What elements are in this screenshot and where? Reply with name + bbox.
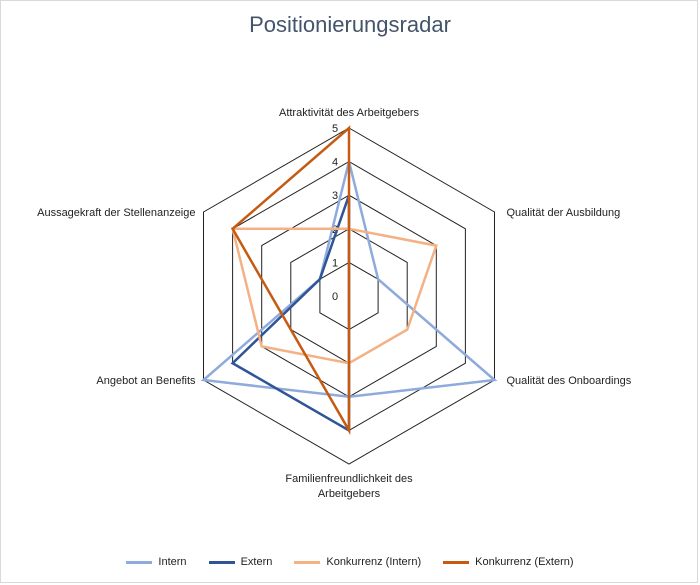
legend-swatch xyxy=(294,560,321,564)
legend-item: Konkurrenz (Extern) xyxy=(443,556,574,568)
axis-label: Qualität des Onboardings xyxy=(506,375,631,387)
tick-label: 4 xyxy=(332,157,338,169)
tick-label: 3 xyxy=(332,190,338,202)
legend: Intern Extern Konkurrenz (Intern) Konkurren… xyxy=(0,556,700,568)
series-line xyxy=(231,125,351,436)
legend-label: Extern xyxy=(240,556,273,568)
tick-label: 1 xyxy=(332,257,338,269)
tick-label: 0 xyxy=(332,291,338,303)
legend-item: Konkurrenz (Intern) xyxy=(294,556,421,568)
axis-label: Aussagekraft der Stellenanzeige xyxy=(37,207,195,219)
legend-item: Intern xyxy=(126,556,187,568)
tick-label: 5 xyxy=(332,123,338,135)
axis-label: Angebot an Benefits xyxy=(96,375,196,387)
axis-label: Familienfreundlichkeit des Arbeitgebers xyxy=(285,473,413,500)
legend-swatch xyxy=(208,560,235,564)
grid-ring xyxy=(203,127,495,465)
axis-label: Attraktivität des Arbeitgebers xyxy=(279,107,420,119)
legend-label: Konkurrenz (Intern) xyxy=(326,556,422,568)
legend-swatch xyxy=(443,560,470,564)
legend-label: Intern xyxy=(158,556,187,568)
legend-item: Extern xyxy=(208,556,273,568)
legend-swatch xyxy=(126,560,153,564)
legend-label: Konkurrenz (Extern) xyxy=(475,556,574,568)
axis-label: Qualität der Ausbildung xyxy=(506,207,620,219)
chart-title: Positionierungsradar xyxy=(249,12,451,37)
